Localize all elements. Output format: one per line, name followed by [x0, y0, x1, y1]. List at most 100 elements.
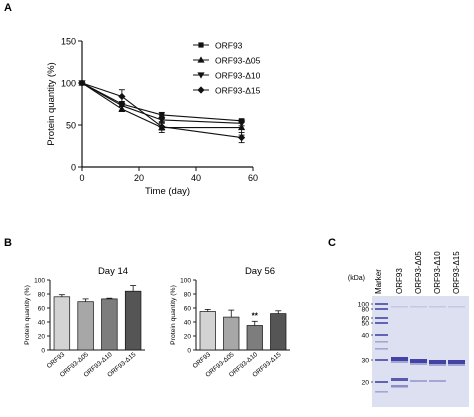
y-tick-label: 80: [38, 292, 46, 299]
x-tick-label: 0: [79, 173, 84, 183]
panel-letter-c: C: [328, 237, 336, 249]
marker-band: [375, 341, 388, 343]
lane-label: ORF93-Δ05: [414, 251, 423, 294]
legend-label: ORF93-Δ05: [215, 56, 261, 66]
low-band: [391, 385, 408, 388]
size-label: 100: [358, 302, 370, 309]
data-point: [78, 79, 86, 87]
y-tick-label: 150: [61, 37, 76, 47]
size-label: 30: [361, 358, 369, 365]
lane-label: ORF93: [395, 268, 404, 294]
significance-label: **: [252, 311, 259, 320]
bar: [124, 290, 142, 351]
sds-page-gel-panel: (kDa) Marker ORF93 ORF93-Δ05 ORF93-Δ10 ORF93-…: [348, 251, 469, 407]
legend-marker: [197, 72, 205, 79]
legend-label: ORF93-Δ10: [215, 71, 261, 81]
y-axis-label: Protein quantity (%): [46, 62, 57, 145]
bar: [199, 311, 216, 351]
data-point: [118, 92, 126, 101]
x-tick-label: ORF93: [191, 351, 212, 370]
marker-band: [375, 317, 388, 319]
y-tick-label: 40: [184, 320, 192, 327]
data-point: [238, 123, 246, 131]
size-label: 20: [361, 380, 369, 387]
legend-marker: [197, 86, 205, 94]
low-band: [410, 380, 427, 382]
bar: [270, 313, 287, 351]
legend-marker: [197, 56, 205, 63]
panel-letter-a: A: [4, 2, 12, 14]
protein-band: [410, 359, 427, 363]
low-band: [391, 378, 408, 381]
y-tick-label: 100: [180, 278, 191, 285]
legend-label: ORF93: [215, 41, 243, 51]
size-label: 50: [361, 321, 369, 328]
bar: [246, 325, 263, 351]
data-point: [238, 134, 246, 142]
protein-band: [429, 360, 446, 364]
faint-band: [448, 306, 465, 308]
size-label: 60: [361, 316, 369, 323]
marker-band: [375, 322, 388, 324]
marker-band: [375, 308, 388, 310]
series-line: [81, 82, 242, 122]
series-line: [81, 82, 242, 129]
x-tick-label: 60: [248, 173, 258, 183]
x-tick-label: ORF93: [46, 351, 67, 370]
faint-band: [410, 306, 427, 308]
bar: [53, 296, 71, 351]
y-tick-label: 20: [38, 334, 46, 341]
protein-band: [391, 357, 408, 361]
marker-band: [375, 381, 388, 383]
y-tick-label: 100: [34, 278, 45, 285]
y-tick-label: 20: [184, 334, 192, 341]
y-tick-label: 40: [38, 320, 46, 327]
lane-label: Marker: [374, 269, 383, 294]
data-point: [159, 112, 165, 118]
lane-label: ORF93-Δ15: [452, 251, 461, 294]
y-tick-label: 100: [61, 79, 76, 89]
y-tick-label: 0: [41, 348, 45, 355]
series-line: [81, 82, 242, 139]
kda-label: (kDa): [348, 275, 365, 282]
y-axis-label: Protein quantity (%): [24, 285, 31, 345]
y-tick-label: 50: [66, 121, 76, 131]
data-point: [118, 103, 126, 110]
bar: [101, 298, 118, 351]
line-chart-panel: 0 50 100 150 0 20 40 60 Time (day) Protein quanti…: [46, 37, 261, 198]
marker-band: [375, 391, 388, 393]
gel-background: [372, 296, 469, 407]
y-tick-label: 80: [184, 292, 192, 299]
low-band: [429, 380, 446, 382]
y-tick-label: 60: [38, 306, 46, 313]
bar: [77, 301, 94, 351]
marker-band: [375, 303, 388, 305]
protein-band-smear: [448, 364, 465, 366]
marker-band: [375, 348, 388, 350]
y-tick-label: 0: [187, 348, 191, 355]
bar: [223, 316, 240, 351]
protein-band: [448, 360, 465, 364]
marker-band: [375, 334, 388, 336]
size-label: 80: [361, 307, 369, 314]
faint-band: [391, 306, 408, 308]
panel-letter-b: B: [4, 237, 12, 249]
data-point: [238, 120, 246, 127]
x-tick-label: 20: [134, 173, 144, 183]
y-axis-label: Protein quantity (%): [170, 285, 177, 345]
protein-band-smear: [410, 363, 427, 365]
y-tick-label: 0: [71, 163, 76, 173]
protein-band-smear: [429, 364, 446, 366]
size-label: 40: [361, 333, 369, 340]
legend-label: ORF93-Δ15: [215, 86, 261, 96]
protein-band-smear: [391, 361, 408, 363]
y-tick-label: 60: [184, 306, 192, 313]
data-point: [158, 123, 166, 131]
data-point: [158, 117, 166, 124]
faint-band: [429, 306, 446, 308]
chart-title: Day 56: [245, 266, 275, 277]
legend-marker: [198, 42, 204, 48]
lane-label: ORF93-Δ10: [433, 251, 442, 294]
